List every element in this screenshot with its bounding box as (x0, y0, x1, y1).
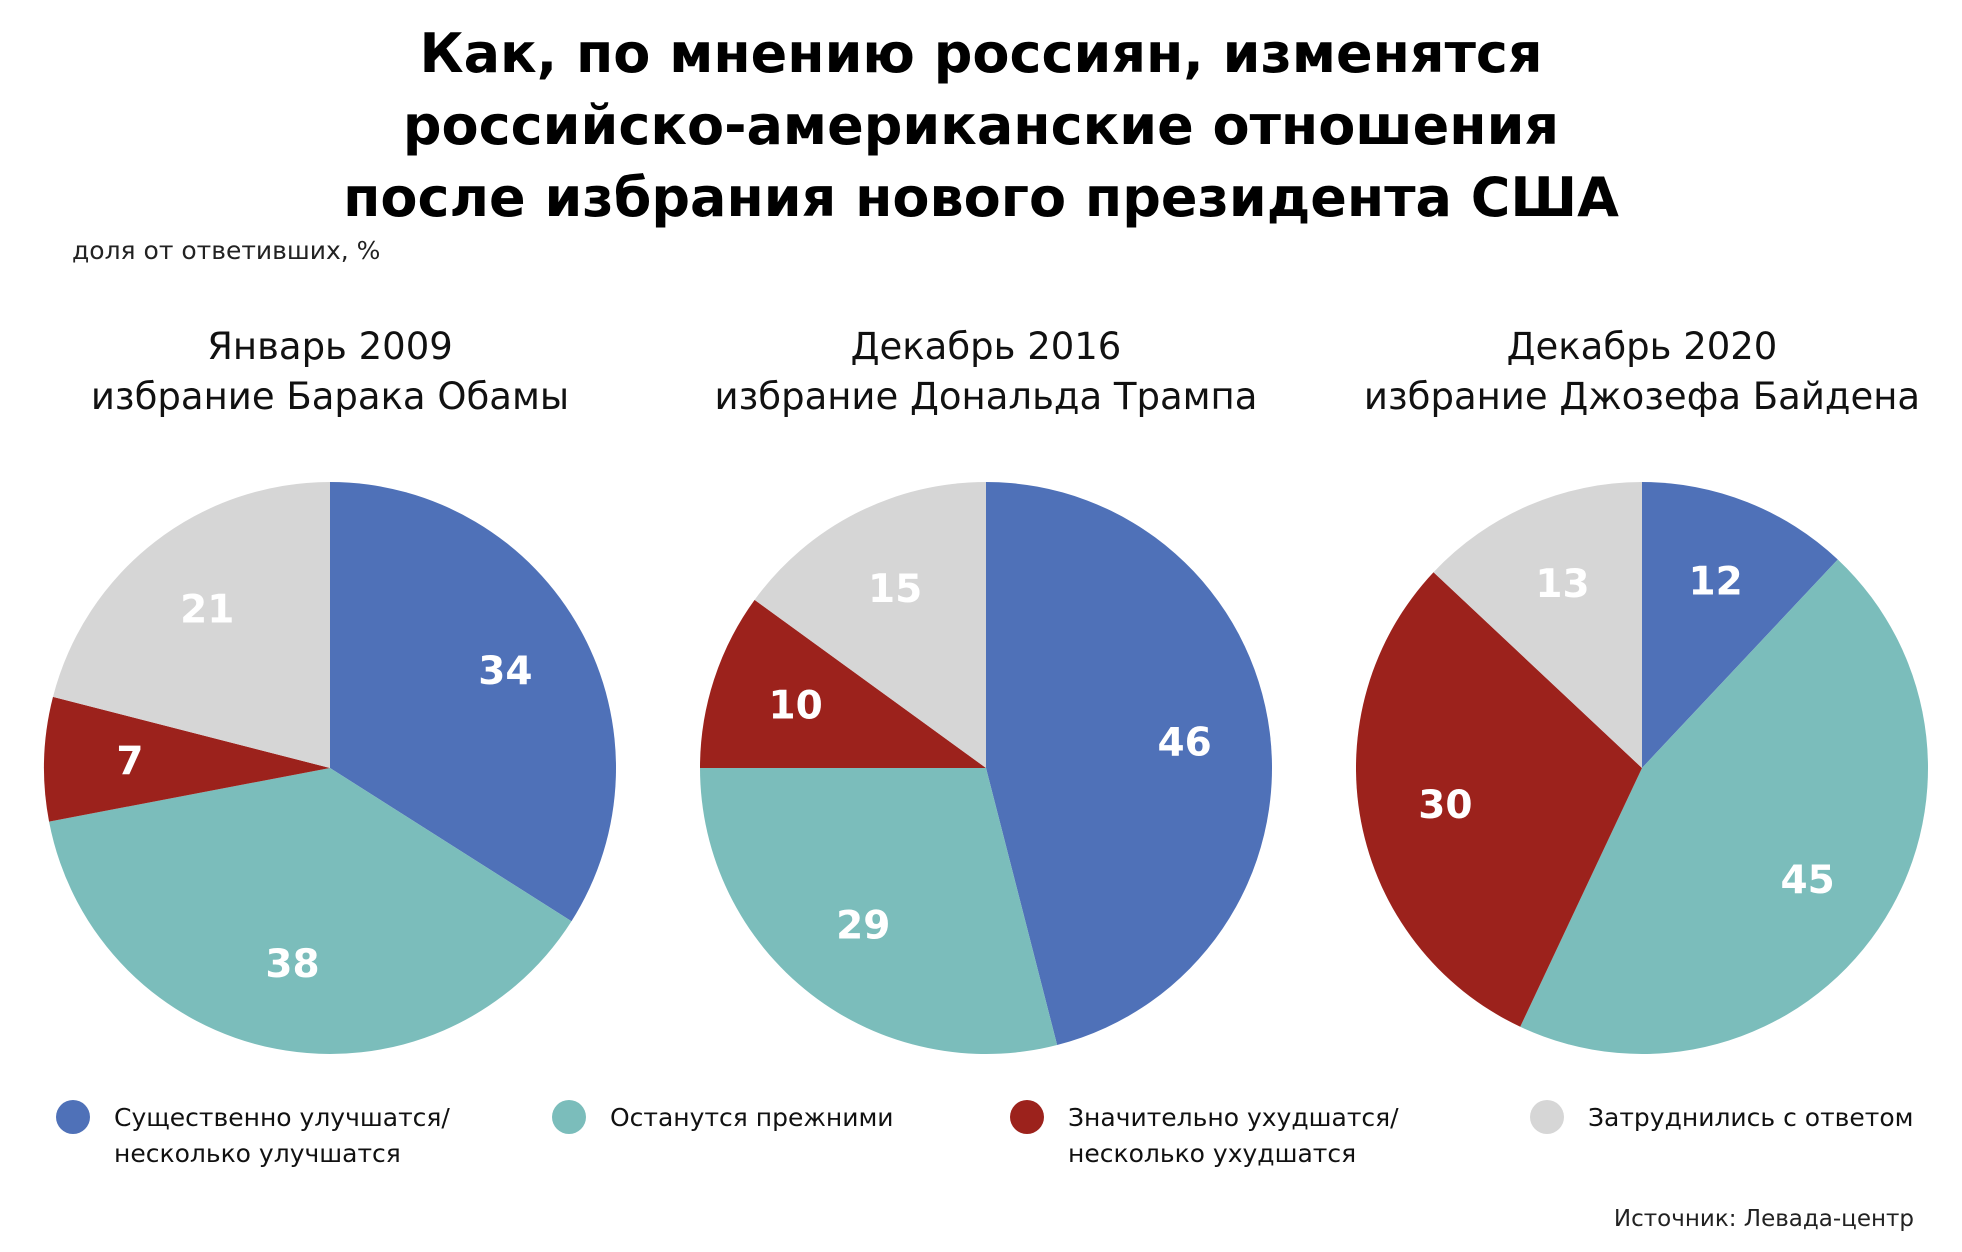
pie-2009-slice-improve (330, 482, 616, 922)
pie-caption-2016: Декабрь 2016 избрание Дональда Трампа (666, 322, 1306, 422)
pie-2016-label-improve: 46 (1157, 720, 1211, 765)
pie-2016-label-same: 29 (836, 904, 890, 949)
legend-item-improve: Существенно улучшатся/ несколько улучшат… (56, 1100, 450, 1172)
pie-2016-label-undecided: 15 (868, 567, 922, 612)
pie-caption-2009: Январь 2009 избрание Барака Обамы (10, 322, 650, 422)
pie-caption-2020-line2: избрание Джозефа Байдена (1363, 375, 1921, 418)
pie-2009-label-worse: 7 (116, 739, 143, 784)
pie-2016-slice-worse (700, 599, 986, 768)
legend-label-improve: Существенно улучшатся/ несколько улучшат… (114, 1103, 450, 1168)
legend-dot-worse (1010, 1100, 1044, 1134)
legend-dot-same (552, 1100, 586, 1134)
pie-2016-slice-same (700, 768, 1058, 1054)
legend-label-undecided: Затруднились с ответом (1588, 1103, 1914, 1132)
pie-caption-2020: Декабрь 2020 избрание Джозефа Байдена (1322, 322, 1962, 422)
pie-caption-2016-line1: Декабрь 2016 (850, 325, 1122, 368)
pie-2009-slice-undecided (52, 482, 330, 768)
chart-title: Как, по мнению россиян, изменятся россий… (343, 22, 1619, 229)
pie-caption-2009-line1: Январь 2009 (207, 325, 453, 368)
pie-2020-slice-worse (1356, 572, 1642, 1027)
pie-caption-2020-line1: Декабрь 2020 (1506, 325, 1778, 368)
legend-item-worse: Значительно ухудшатся/ несколько ухудшат… (1010, 1100, 1399, 1172)
pie-2009-label-same: 38 (265, 942, 319, 987)
pie-2009-label-undecided: 21 (180, 587, 234, 632)
legend-dot-undecided (1530, 1100, 1564, 1134)
pie-2009-slice-worse (44, 696, 331, 822)
pie-caption-2009-line2: избрание Барака Обамы (90, 375, 570, 418)
legend-label-same: Останутся прежними (610, 1103, 894, 1132)
legend-item-undecided: Затруднились с ответом (1530, 1100, 1914, 1136)
pie-caption-2016-line2: избрание Дональда Трампа (714, 375, 1258, 418)
pie-2020-slice-undecided (1433, 482, 1642, 768)
pie-2020-label-improve: 12 (1689, 559, 1743, 604)
chart-subtitle: доля от ответивших, % (72, 236, 381, 265)
pie-2020-slice-same (1520, 559, 1928, 1054)
pie-2016-label-worse: 10 (768, 684, 822, 729)
legend-item-same: Останутся прежними (552, 1100, 894, 1136)
pie-2020-label-same: 45 (1780, 858, 1834, 903)
pie-2020-label-undecided: 13 (1535, 562, 1589, 607)
pie-2016-slice-undecided (754, 482, 986, 768)
source-note: Источник: Левада-центр (1613, 1206, 1914, 1232)
pie-2009-label-improve: 34 (478, 649, 532, 694)
pie-2020-label-worse: 30 (1418, 783, 1472, 828)
legend-label-worse: Значительно ухудшатся/ несколько ухудшат… (1068, 1103, 1399, 1168)
pie-2016-slice-improve (986, 482, 1272, 1046)
pie-2020-slice-improve (1642, 482, 1838, 768)
legend-dot-improve (56, 1100, 90, 1134)
pie-2009-slice-same (49, 768, 572, 1054)
